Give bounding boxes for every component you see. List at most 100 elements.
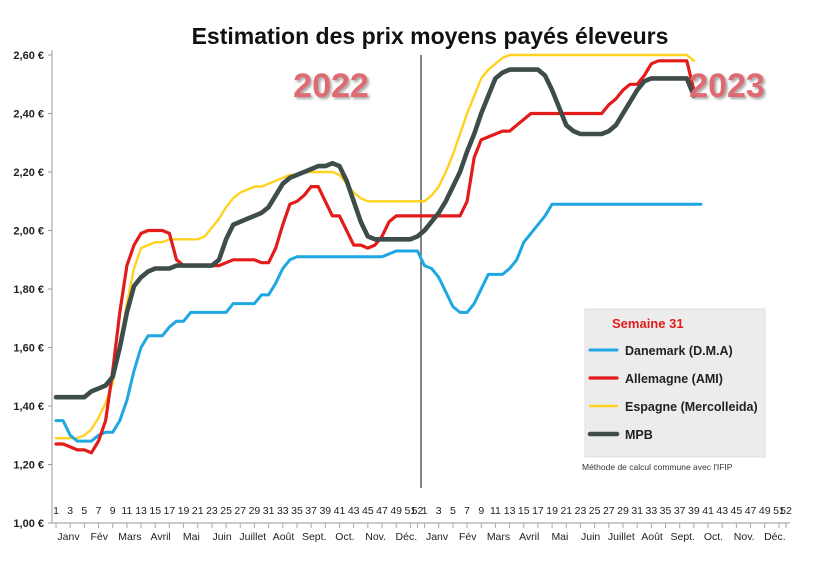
week-tick-label: 7: [96, 505, 102, 517]
y-tick-label: 2,40 €: [13, 109, 44, 121]
week-tick-label: 19: [178, 505, 190, 517]
week-tick-label: 13: [135, 505, 147, 517]
legend-label-espagne-mercolleida: Espagne (Mercolleida): [625, 400, 758, 414]
week-tick-label: 51: [773, 505, 785, 517]
legend-title: Semaine 31: [612, 316, 684, 331]
week-tick-label: 51: [405, 505, 417, 517]
week-tick-label: 13: [504, 505, 516, 517]
week-tick-label: 31: [631, 505, 643, 517]
y-tick-label: 1,80 €: [13, 284, 44, 296]
week-tick-label: 49: [390, 505, 402, 517]
week-tick-label: 31: [263, 505, 275, 517]
week-tick-label: 39: [688, 505, 700, 517]
week-tick-label: 33: [277, 505, 289, 517]
month-label: Fév: [90, 531, 108, 543]
y-tick-label: 1,60 €: [13, 343, 44, 355]
month-label: Août: [273, 531, 295, 543]
week-tick-label: 37: [305, 505, 317, 517]
week-tick-label: 11: [490, 505, 501, 517]
week-tick-label: 11: [121, 505, 132, 517]
week-tick-label: 9: [110, 505, 116, 517]
week-tick-label: 15: [518, 505, 530, 517]
week-tick-label: 52: [412, 505, 424, 517]
y-axis: 1,00 € 1,20 € 1,40 € 1,60 € 1,80 € 2,00 € 2,20…: [13, 50, 53, 530]
month-label: Nov.: [365, 531, 386, 543]
month-label: Déc.: [396, 531, 418, 543]
month-label: Mai: [551, 531, 568, 543]
week-tick-label: 29: [249, 505, 261, 517]
week-tick-label: 17: [164, 505, 176, 517]
month-label: Janv: [57, 531, 80, 543]
week-tick-label: 5: [81, 505, 87, 517]
week-tick-label: 52: [780, 505, 792, 517]
week-tick-label: 35: [660, 505, 672, 517]
legend-label-danemark-d-m-a: Danemark (D.M.A): [625, 344, 733, 358]
week-tick-label: 19: [546, 505, 558, 517]
chart-title: Estimation des prix moyens payés éleveur…: [192, 23, 669, 49]
series-line-allemagne-ami: [54, 59, 696, 455]
y-tick-label: 1,20 €: [13, 460, 44, 472]
month-label: Juillet: [608, 531, 635, 543]
y-tick-label: 1,00 €: [13, 518, 44, 530]
week-tick-label: 29: [617, 505, 629, 517]
week-tick-label: 21: [560, 505, 572, 517]
week-tick-label: 23: [575, 505, 587, 517]
week-tick-label: 39: [319, 505, 331, 517]
month-label: Déc.: [764, 531, 786, 543]
legend-label-allemagne-ami: Allemagne (AMI): [625, 372, 723, 386]
week-tick-label: 43: [716, 505, 728, 517]
week-tick-label: 41: [702, 505, 714, 517]
week-tick-label: 27: [603, 505, 615, 517]
week-tick-label: 45: [362, 505, 374, 517]
month-label: Mars: [118, 531, 141, 543]
week-tick-label: 25: [589, 505, 601, 517]
week-tick-label: 27: [234, 505, 246, 517]
week-tick-label: 1: [53, 505, 59, 517]
year-label-2022: 2022: [293, 67, 369, 105]
week-tick-label: 23: [206, 505, 218, 517]
month-label: Juillet: [239, 531, 266, 543]
week-tick-label: 3: [436, 505, 442, 517]
week-tick-label: 49: [759, 505, 771, 517]
week-tick-label: 7: [464, 505, 470, 517]
series-line-mpb: [53, 67, 697, 400]
month-label: Nov.: [734, 531, 755, 543]
week-tick-label: 43: [348, 505, 360, 517]
y-tick-label: 2,20 €: [13, 167, 44, 179]
series-line-espagne-mercolleida: [54, 53, 696, 440]
method-note: Méthode de calcul commune avec l'IFIP: [582, 462, 733, 472]
year-label-2023: 2023: [689, 67, 765, 105]
week-tick-label: 9: [478, 505, 484, 517]
week-tick-label: 37: [674, 505, 686, 517]
month-label: Avril: [151, 531, 171, 543]
y-tick-label: 2,00 €: [13, 226, 44, 238]
week-tick-label: 25: [220, 505, 232, 517]
week-tick-label: 45: [731, 505, 743, 517]
y-tick-label: 2,60 €: [13, 50, 44, 62]
y-tick-label: 1,40 €: [13, 401, 44, 413]
month-label: Sept.: [670, 531, 695, 543]
month-label: Mars: [487, 531, 510, 543]
week-tick-label: 47: [376, 505, 388, 517]
month-label: Juin: [581, 531, 600, 543]
month-label: Janv: [426, 531, 449, 543]
week-tick-label: 41: [334, 505, 346, 517]
week-tick-label: 21: [192, 505, 204, 517]
week-tick-label: 1: [422, 505, 428, 517]
month-label: Oct.: [335, 531, 354, 543]
x-axis: 1 3 5 7 9 11 13 15 17 19 21 23 25 27 29 31 33 35 37 39 41 43 4…: [52, 505, 792, 543]
week-tick-label: 47: [745, 505, 757, 517]
week-tick-label: 5: [450, 505, 456, 517]
series-layer: [53, 53, 703, 455]
month-label: Juin: [212, 531, 231, 543]
month-label: Fév: [459, 531, 477, 543]
month-label: Août: [641, 531, 663, 543]
month-label: Oct.: [704, 531, 723, 543]
week-tick-label: 33: [645, 505, 657, 517]
week-tick-label: 3: [67, 505, 73, 517]
legend-label-mpb: MPB: [625, 428, 653, 442]
series-line-danemark-d-m-a: [54, 202, 703, 443]
week-tick-label: 17: [532, 505, 544, 517]
